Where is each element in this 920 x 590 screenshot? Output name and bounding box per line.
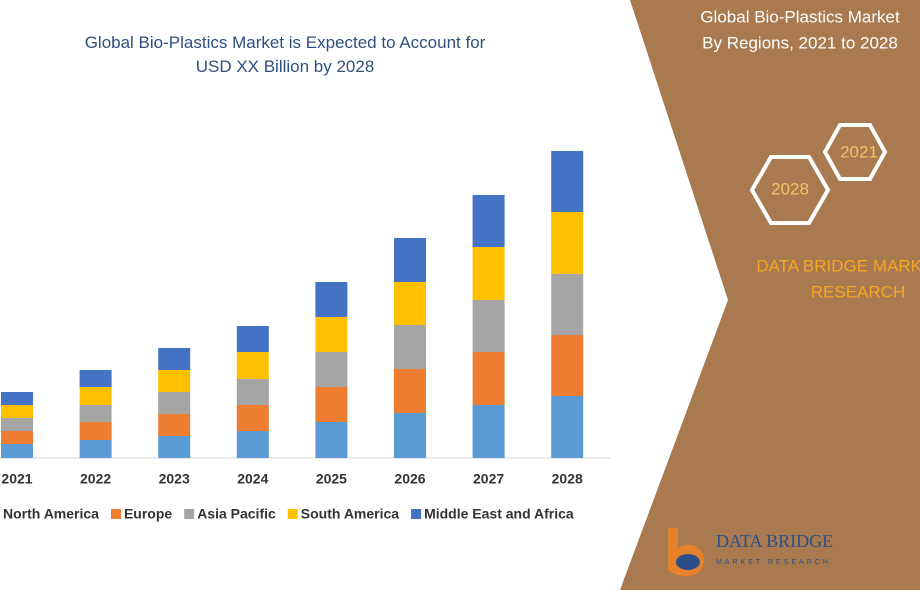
legend-label: Europe [124,506,172,522]
bar-segment [79,370,112,387]
bar-segment [1,444,33,458]
bar-segment [551,274,584,335]
bar-segment [1,431,33,444]
bar-segment [551,396,584,458]
x-tick-label: 2022 [80,471,111,487]
legend-label: Middle East and Africa [424,506,574,522]
bar-segment [472,300,505,352]
brand-text: RESEARCH [811,282,905,301]
bar-segment [472,247,505,300]
bar-segment [158,436,191,458]
bar-segment [79,387,112,405]
legend-label: Asia Pacific [197,506,276,522]
hexagon-label: 2028 [771,179,809,198]
hexagon [822,123,888,181]
bar-segment [158,348,191,370]
bar-segment [394,369,426,413]
x-tick-label: 2028 [552,471,583,487]
bar-segment [394,282,426,325]
hexagon-label: 2021 [840,142,878,161]
legend-swatch [184,509,195,519]
bar-segment [551,212,584,274]
bar-segment [158,414,191,436]
x-tick-label: 2026 [394,471,425,487]
bar-segment [158,370,191,392]
bar-segment [551,151,584,212]
legend-swatch [411,509,422,519]
bar-segment [236,405,269,431]
bar-segment [158,392,191,414]
bar-segment [315,422,348,458]
bar-segment [472,352,505,405]
bar-segment [315,352,348,387]
bar-segment [394,413,426,458]
x-tick-label: 2025 [316,471,347,487]
x-tick-label: 2027 [473,471,504,487]
chart-title: Global Bio-Plastics Market is Expected t… [85,33,486,76]
legend-label: North America [3,506,99,522]
bar-segment [236,431,269,458]
bar-segment [236,326,269,352]
logo: DATA BRIDGE MARKET RESEARCH [668,528,833,577]
bar-segment [315,317,348,352]
bar-segment [79,422,112,440]
x-tick-label: 2023 [159,471,190,487]
legend-swatch [110,509,121,519]
logo-text: DATA BRIDGE [716,531,833,551]
bar-segment [1,418,33,431]
bar-segment [1,405,33,418]
logo-tagline: MARKET RESEARCH [716,559,831,566]
x-tick-label: 2021 [1,471,32,487]
bar-segment [315,282,348,317]
bar-segment [236,379,269,405]
legend-label: South America [301,506,399,522]
hexagon [749,155,831,225]
x-tick-label: 2024 [237,471,268,487]
side-panel-bg [620,0,920,590]
bar-segment [472,195,505,247]
bar-segment [79,440,112,458]
side-title: Global Bio-Plastics Market [700,7,900,26]
bar-segment [472,405,505,458]
bar-segment [551,335,584,396]
bar-segment [394,325,426,369]
bar-segment [79,405,112,422]
bar-segment [315,387,348,422]
legend-swatch [287,509,298,519]
bar-segment [236,352,269,379]
bar-segment [394,238,426,282]
brand-text: DATA BRIDGE MARKET [756,256,920,275]
bar-segment [1,392,33,405]
side-title: By Regions, 2021 to 2028 [702,33,898,52]
